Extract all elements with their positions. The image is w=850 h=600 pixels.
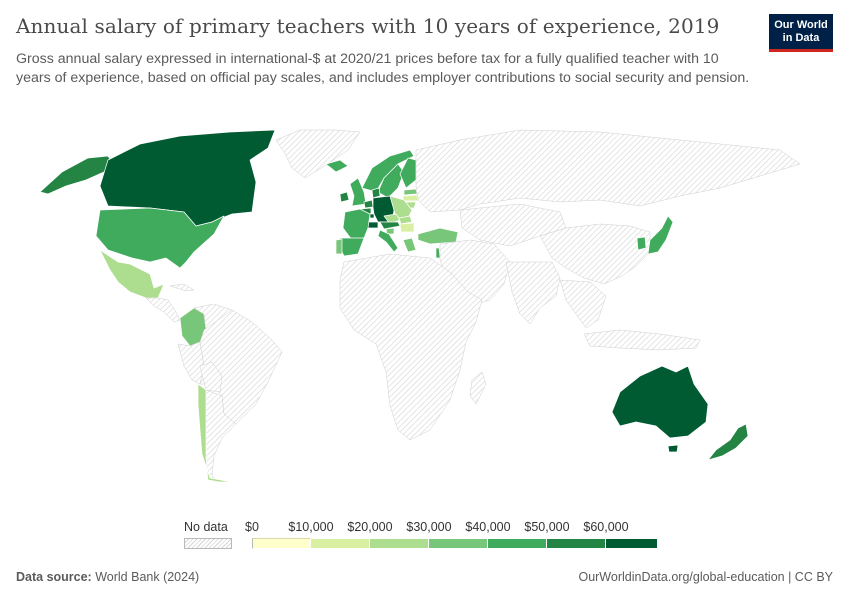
region-mexico[interactable] xyxy=(99,249,165,299)
region-finland[interactable] xyxy=(399,157,417,189)
region-united-states[interactable] xyxy=(95,207,225,269)
region-luxembourg[interactable] xyxy=(369,213,375,219)
legend-no-data-label: No data xyxy=(184,520,228,534)
region-bolivia[interactable] xyxy=(199,361,223,393)
map-legend: No data $0 $10,000 $20,000 $30,000 $40,000 $5… xyxy=(0,514,850,554)
chart-subtitle: Gross annual salary expressed in interna… xyxy=(16,51,750,86)
region-united-kingdom[interactable] xyxy=(349,177,367,207)
region-france[interactable] xyxy=(342,208,371,241)
region-india[interactable] xyxy=(505,261,561,325)
region-madagascar[interactable] xyxy=(469,371,487,405)
region-peru[interactable] xyxy=(177,341,205,385)
legend-bin-1[interactable] xyxy=(311,538,370,549)
region-chile[interactable] xyxy=(197,383,233,483)
region-greenland[interactable] xyxy=(275,129,361,179)
legend-bin-6[interactable] xyxy=(606,538,658,549)
legend-tick-4: $40,000 xyxy=(465,520,511,534)
region-latvia[interactable] xyxy=(402,194,419,202)
region-china[interactable] xyxy=(539,223,651,285)
chart-title: Annual salary of primary teachers with 1… xyxy=(16,14,720,38)
legend-bin-3[interactable] xyxy=(429,538,488,549)
legend-tick-2: $20,000 xyxy=(347,520,393,534)
region-spain[interactable] xyxy=(339,237,365,257)
world-map[interactable] xyxy=(0,118,850,510)
region-italy[interactable] xyxy=(377,229,399,253)
owid-logo[interactable]: Our World in Data xyxy=(769,14,833,52)
region-ireland[interactable] xyxy=(339,191,350,203)
legend-bin-5[interactable] xyxy=(547,538,606,549)
region-russia[interactable] xyxy=(415,129,801,213)
region-greece[interactable] xyxy=(402,237,417,253)
region-switzerland[interactable] xyxy=(367,221,379,229)
logo-line-2: in Data xyxy=(782,31,820,44)
data-source-label: Data source: xyxy=(16,570,92,584)
region-norway[interactable] xyxy=(361,149,415,193)
region-southeast-asia[interactable] xyxy=(559,279,607,329)
region-slovenia[interactable] xyxy=(385,227,395,235)
legend-tick-6: $60,000 xyxy=(583,520,629,534)
region-central-america[interactable] xyxy=(145,297,181,323)
region-slovakia[interactable] xyxy=(398,215,413,225)
region-tasmania-australia[interactable] xyxy=(667,444,679,453)
logo-line-1: Our World xyxy=(774,18,828,31)
legend-no-data-swatch[interactable] xyxy=(184,538,232,549)
region-south-korea[interactable] xyxy=(636,236,647,251)
region-japan[interactable] xyxy=(647,215,674,255)
region-africa[interactable] xyxy=(339,253,483,441)
data-source: Data source: World Bank (2024) xyxy=(16,570,199,584)
legend-tick-3: $30,000 xyxy=(406,520,452,534)
url-license[interactable]: OurWorldinData.org/global-education | CC… xyxy=(578,570,833,584)
region-indonesia[interactable] xyxy=(583,329,701,351)
region-estonia[interactable] xyxy=(403,188,418,196)
data-source-value[interactable]: World Bank (2024) xyxy=(95,570,200,584)
region-austria[interactable] xyxy=(379,221,401,230)
region-cuba[interactable] xyxy=(169,283,195,292)
region-canada[interactable] xyxy=(99,129,276,227)
region-israel[interactable] xyxy=(435,247,441,259)
legend-bin-2[interactable] xyxy=(370,538,429,549)
region-new-zealand[interactable] xyxy=(707,423,749,461)
region-iceland[interactable] xyxy=(325,159,349,173)
legend-tick-1: $10,000 xyxy=(288,520,334,534)
legend-tick-5: $50,000 xyxy=(524,520,570,534)
legend-bin-4[interactable] xyxy=(488,538,547,549)
region-australia[interactable] xyxy=(611,365,709,439)
legend-bin-0[interactable] xyxy=(252,538,311,549)
region-turkey[interactable] xyxy=(417,227,459,245)
region-hungary[interactable] xyxy=(399,222,415,233)
legend-tick-0: $0 xyxy=(245,520,259,534)
region-portugal[interactable] xyxy=(335,238,343,255)
region-denmark[interactable] xyxy=(371,187,381,199)
